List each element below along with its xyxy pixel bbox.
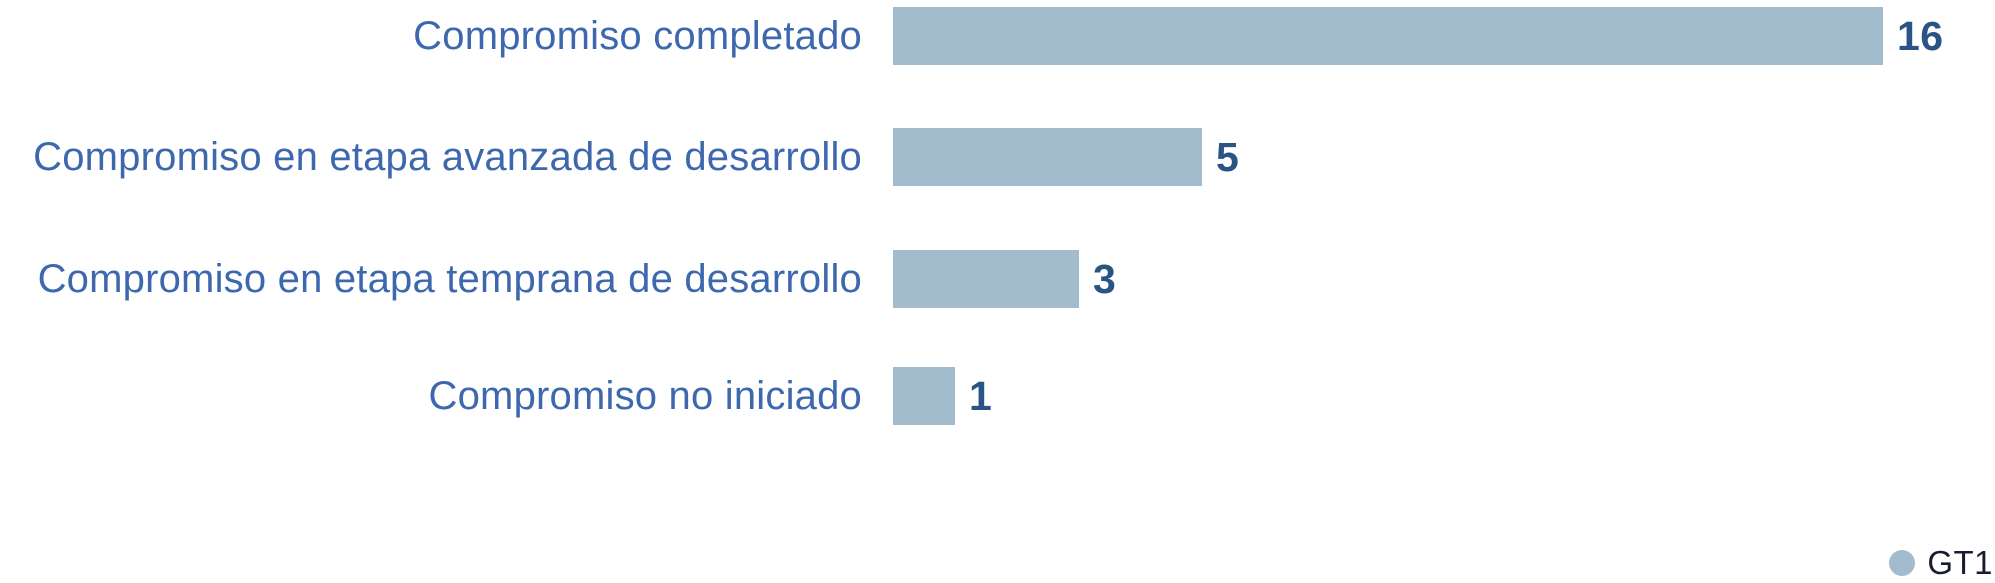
bar xyxy=(893,367,955,425)
bar-row: Compromiso completado 16 xyxy=(0,7,1995,65)
legend-marker-dot xyxy=(1889,550,1916,576)
legend: GT1 xyxy=(1889,544,1993,581)
bar-row: Compromiso en etapa avanzada de desarrol… xyxy=(0,128,1995,186)
category-label: Compromiso en etapa avanzada de desarrol… xyxy=(33,134,862,179)
bar xyxy=(893,7,1883,65)
category-label: Compromiso completado xyxy=(413,13,862,58)
value-label: 16 xyxy=(1897,12,1944,59)
bar xyxy=(893,128,1202,186)
bar-row: Compromiso en etapa temprana de desarrol… xyxy=(0,250,1995,308)
category-label: Compromiso no iniciado xyxy=(428,373,862,418)
bar xyxy=(893,250,1079,308)
value-label: 5 xyxy=(1216,133,1240,180)
category-label: Compromiso en etapa temprana de desarrol… xyxy=(37,256,862,301)
value-label: 3 xyxy=(1093,255,1117,302)
bar-row: Compromiso no iniciado 1 xyxy=(0,367,1995,425)
value-label: 1 xyxy=(969,372,993,419)
legend-label: GT1 xyxy=(1927,544,1993,581)
